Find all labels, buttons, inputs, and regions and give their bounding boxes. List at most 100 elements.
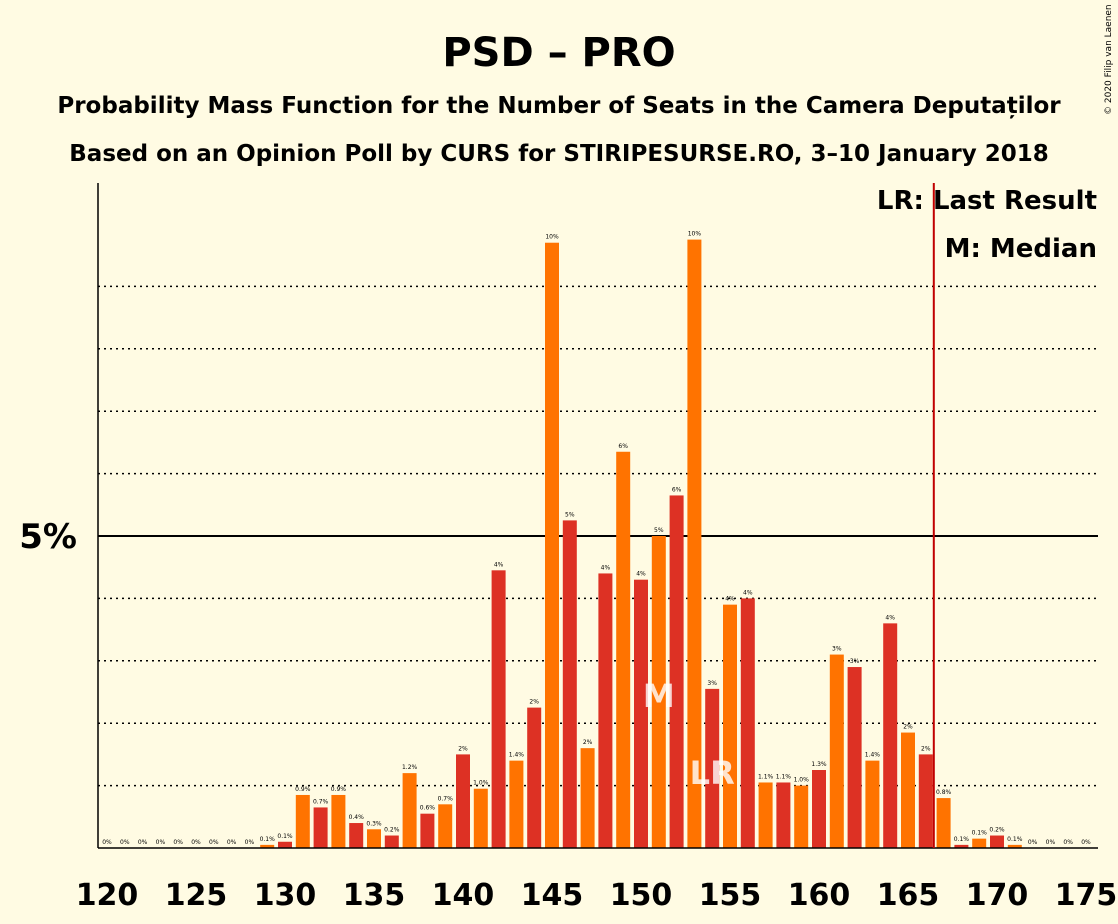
copyright-text: © 2020 Filip van Laenen	[1104, 4, 1114, 115]
bar-seat-143	[509, 760, 524, 848]
value-label-seat-142: 4%	[494, 561, 504, 568]
legend-median: M: Median	[945, 234, 1097, 264]
bar-seat-146	[562, 520, 577, 848]
bar-seat-165	[901, 732, 915, 848]
value-label-seat-143: 1.4%	[509, 752, 525, 759]
value-label-seat-123: 0%	[156, 839, 166, 846]
value-label-seat-161: 3%	[832, 646, 842, 653]
bar-seat-137	[402, 773, 417, 848]
x-tick-label: 140	[432, 878, 495, 913]
value-label-seat-172: 0%	[1028, 839, 1038, 846]
chart-title: PSD – PRO	[442, 30, 675, 76]
x-tick-labels: 120 125 130 135 140 145 150 155 160 165 170 175	[76, 878, 1118, 913]
bar-seat-167	[936, 798, 951, 848]
value-label-seat-151: 5%	[654, 527, 664, 534]
value-label-seat-171: 0.1%	[1007, 836, 1023, 843]
x-tick-label: 155	[699, 878, 762, 913]
value-label-seat-173: 0%	[1046, 839, 1056, 846]
value-label-seat-120: 0%	[102, 839, 112, 846]
gridlines	[98, 285, 1098, 787]
value-label-seat-149: 6%	[618, 443, 628, 450]
bar-seat-131	[295, 794, 310, 848]
value-label-seat-140: 2%	[458, 745, 468, 752]
value-label-seat-169: 0.1%	[972, 830, 988, 837]
bar-seat-157	[758, 782, 773, 848]
value-label-seat-133: 0.9%	[331, 786, 347, 793]
bar-seat-151	[651, 536, 666, 848]
bar-seat-155	[723, 604, 737, 848]
value-label-seat-134: 0.4%	[349, 814, 365, 821]
value-label-seat-146: 5%	[565, 511, 575, 518]
bar-seat-153	[687, 239, 702, 849]
bar-seat-158	[776, 782, 791, 848]
x-tick-label: 125	[165, 878, 228, 913]
value-label-seat-166: 2%	[921, 745, 931, 752]
value-label-seat-153: 10%	[688, 231, 702, 238]
bar-seat-163	[865, 760, 880, 848]
x-tick-label: 120	[76, 878, 139, 913]
value-label-seat-154: 3%	[707, 680, 717, 687]
chart-subtitle-1: Probability Mass Function for the Number…	[57, 93, 1061, 119]
value-label-seat-164: 4%	[885, 614, 895, 621]
value-label-seat-129: 0.1%	[260, 836, 276, 843]
value-label-seat-122: 0%	[138, 839, 148, 846]
value-label-seat-126: 0%	[209, 839, 219, 846]
value-label-seat-128: 0%	[245, 839, 255, 846]
last-result-marker: LR	[690, 754, 735, 792]
value-label-seat-147: 2%	[583, 739, 593, 746]
value-label-seat-148: 4%	[601, 564, 611, 571]
x-tick-label: 130	[254, 878, 317, 913]
value-label-seat-136: 0.2%	[384, 827, 400, 834]
bar-seat-170	[990, 835, 1004, 848]
bar-seat-141	[473, 788, 488, 848]
value-label-seat-145: 10%	[545, 234, 559, 241]
bar-seat-168	[954, 844, 969, 848]
value-label-seat-132: 0.7%	[313, 798, 329, 805]
bar-seat-129	[260, 844, 275, 848]
bar-seat-142	[491, 570, 506, 848]
bar-seat-145	[545, 242, 559, 849]
x-tick-label: 175	[1055, 878, 1118, 913]
bar-seat-149	[616, 451, 631, 848]
value-label-seat-139: 0.7%	[438, 795, 454, 802]
value-label-seat-155: 4%	[725, 596, 735, 603]
value-label-seat-124: 0%	[173, 839, 183, 846]
x-tick-label: 135	[343, 878, 406, 913]
y-tick-label-5pct: 5%	[19, 517, 77, 557]
bar-seat-160	[812, 770, 826, 848]
bar-seat-139	[438, 804, 453, 848]
legend-last-result: LR: Last Result	[877, 186, 1097, 216]
value-label-seat-175: 0%	[1081, 839, 1091, 846]
value-label-seat-174: 0%	[1063, 839, 1073, 846]
x-tick-label: 170	[966, 878, 1029, 913]
bar-seat-138	[420, 813, 435, 848]
value-label-seat-141: 1.0%	[473, 780, 489, 787]
bar-value-labels: 0% 0% 0% 0% 0% 0% 0% 0% 0% 0.1% 0.1%0.9%0.7%0.9%0.…	[102, 231, 1091, 846]
value-label-seat-150: 4%	[636, 571, 646, 578]
bar-seat-147	[580, 748, 595, 848]
x-tick-label: 165	[877, 878, 940, 913]
bar-seat-161	[829, 654, 844, 848]
bar-seat-140	[456, 754, 470, 848]
value-label-seat-170: 0.2%	[989, 827, 1005, 834]
value-label-seat-162: 3%	[850, 658, 860, 665]
x-tick-label: 145	[521, 878, 584, 913]
bar-seat-171	[1007, 844, 1022, 848]
x-tick-label: 160	[788, 878, 851, 913]
bar-seat-169	[972, 838, 987, 848]
value-label-seat-121: 0%	[120, 839, 130, 846]
value-label-seat-160: 1.3%	[811, 761, 827, 768]
median-marker: M	[643, 677, 675, 715]
bar-seat-166	[918, 754, 933, 848]
value-label-seat-137: 1.2%	[402, 764, 418, 771]
bar-seat-134	[349, 823, 364, 848]
bar-seat-152	[669, 495, 684, 848]
bar-seat-162	[847, 667, 862, 848]
value-label-seat-144: 2%	[529, 699, 539, 706]
bar-seat-135	[367, 829, 381, 848]
bar-seat-144	[527, 707, 542, 848]
bar-seat-133	[331, 794, 346, 848]
value-label-seat-138: 0.6%	[420, 805, 436, 812]
bar-seat-136	[384, 835, 399, 848]
